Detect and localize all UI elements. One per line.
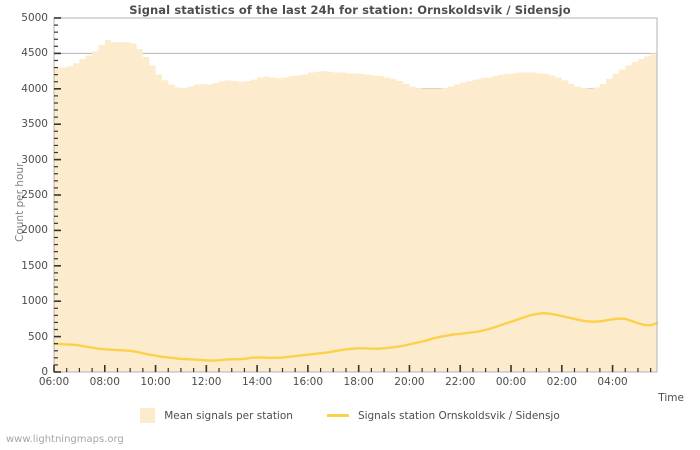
- x-axis-tick-label: 12:00: [191, 376, 222, 388]
- x-axis-title: Time: [658, 392, 684, 404]
- x-axis-tick-label: 02:00: [546, 376, 577, 388]
- x-axis-tick-label: 06:00: [38, 376, 70, 388]
- x-axis-tick-label: 04:00: [597, 376, 628, 388]
- legend-item-mean-signals: Mean signals per station: [140, 408, 293, 423]
- x-axis-tick-label: 00:00: [495, 376, 527, 388]
- x-axis-tick-label: 22:00: [445, 376, 476, 388]
- x-axis-tick-label: 10:00: [140, 376, 171, 388]
- chart-title: Signal statistics of the last 24h for st…: [129, 3, 571, 17]
- legend-line-swatch-icon: [326, 414, 349, 417]
- x-axis-tick-label: 16:00: [292, 376, 324, 388]
- legend-label-mean-signals: Mean signals per station: [164, 409, 293, 422]
- x-axis-tick-label: 08:00: [89, 376, 120, 388]
- legend-label-station-signals: Signals station Ornskoldsvik / Sidensjo: [357, 409, 560, 422]
- legend-item-station-signals: Signals station Ornskoldsvik / Sidensjo: [326, 409, 560, 422]
- line-series-station-signals: [52, 312, 659, 362]
- y-axis-tick-label: 1000: [21, 295, 48, 308]
- y-axis-tick-label: 500: [27, 330, 48, 343]
- chart-legend: Mean signals per station Signals station…: [0, 408, 700, 423]
- y-axis-tick-label: 5000: [21, 12, 48, 24]
- y-axis-tick-label: 0: [41, 366, 48, 378]
- y-axis-tick-label: 4000: [21, 82, 48, 95]
- x-axis-tick-label: 18:00: [343, 376, 374, 388]
- y-axis-tick-label: 2000: [21, 224, 48, 237]
- y-axis-tick-label: 3500: [21, 118, 48, 131]
- x-axis-tick-label: 20:00: [394, 376, 425, 388]
- y-axis-tick-label: 3000: [21, 153, 48, 166]
- y-axis-tick-label: 2500: [21, 189, 48, 201]
- x-axis-tick-label: 14:00: [241, 376, 273, 388]
- y-axis-tick-label: 4500: [21, 47, 48, 60]
- area-series-mean-signals: [54, 39, 657, 373]
- y-axis-tick-labels: 0 500 1000 1500 2000 2500 3000 3500 4000 4500 5000: [0, 0, 48, 450]
- site-attribution: www.lightningmaps.org: [6, 434, 124, 445]
- legend-area-swatch-icon: [140, 408, 156, 423]
- y-axis-tick-label: 1500: [21, 259, 48, 272]
